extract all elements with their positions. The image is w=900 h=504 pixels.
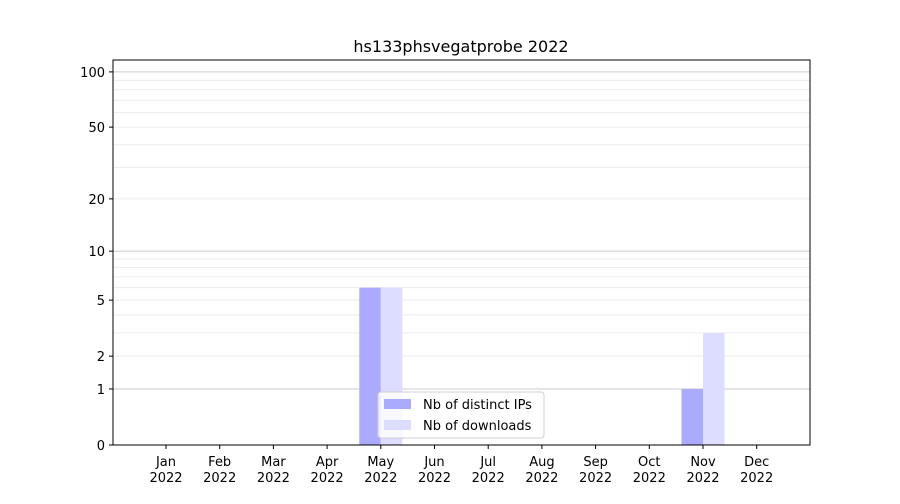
legend-label: Nb of distinct IPs [423, 398, 532, 413]
x-tick-label: 2022 [686, 471, 719, 486]
y-tick-label: 0 [97, 439, 105, 454]
x-tick-label: Oct [638, 455, 660, 470]
x-tick-label: Jun [423, 455, 444, 470]
x-tick-label: 2022 [740, 471, 773, 486]
x-tick-label: 2022 [149, 471, 182, 486]
y-tick-label: 10 [88, 245, 105, 260]
y-tick-label: 5 [97, 294, 105, 309]
plot-frame [112, 59, 811, 446]
x-tick-label: 2022 [525, 471, 558, 486]
y-tick-label: 1 [97, 383, 105, 398]
x-tick-label: Jan [155, 455, 176, 470]
legend-label: Nb of downloads [423, 419, 532, 434]
legend: Nb of distinct IPs Nb of downloads [377, 391, 545, 439]
bar-downloads [703, 332, 725, 445]
x-tick-label: Apr [316, 455, 339, 470]
x-tick-label: Aug [529, 455, 554, 470]
y-tick-label: 2 [97, 350, 105, 365]
y-tick-label: 20 [88, 193, 105, 208]
chart-title: hs133phsvegatprobe 2022 [353, 37, 568, 56]
legend-swatch [384, 420, 411, 430]
legend-swatch [384, 399, 411, 409]
bar-distinct-ips [681, 388, 703, 445]
bar-distinct-ips [359, 287, 381, 445]
x-tick-label: 2022 [472, 471, 505, 486]
legend-box [377, 391, 545, 439]
y-tick-label: 100 [80, 66, 105, 81]
x-tick-label: Feb [208, 455, 231, 470]
x-tick-label: 2022 [311, 471, 344, 486]
x-tick-label: Sep [583, 455, 608, 470]
x-tick-label: 2022 [579, 471, 612, 486]
x-tick-label: 2022 [364, 471, 397, 486]
x-tick-label: 2022 [203, 471, 236, 486]
x-tick-label: May [367, 455, 394, 470]
x-tick-label: Mar [261, 455, 286, 470]
x-tick-label: Jul [479, 455, 496, 470]
x-tick-label: Dec [744, 455, 769, 470]
x-tick-label: 2022 [418, 471, 451, 486]
x-tick-label: 2022 [633, 471, 666, 486]
x-tick-label: 2022 [257, 471, 290, 486]
y-tick-label: 50 [88, 121, 105, 136]
x-tick-label: Nov [690, 455, 716, 470]
